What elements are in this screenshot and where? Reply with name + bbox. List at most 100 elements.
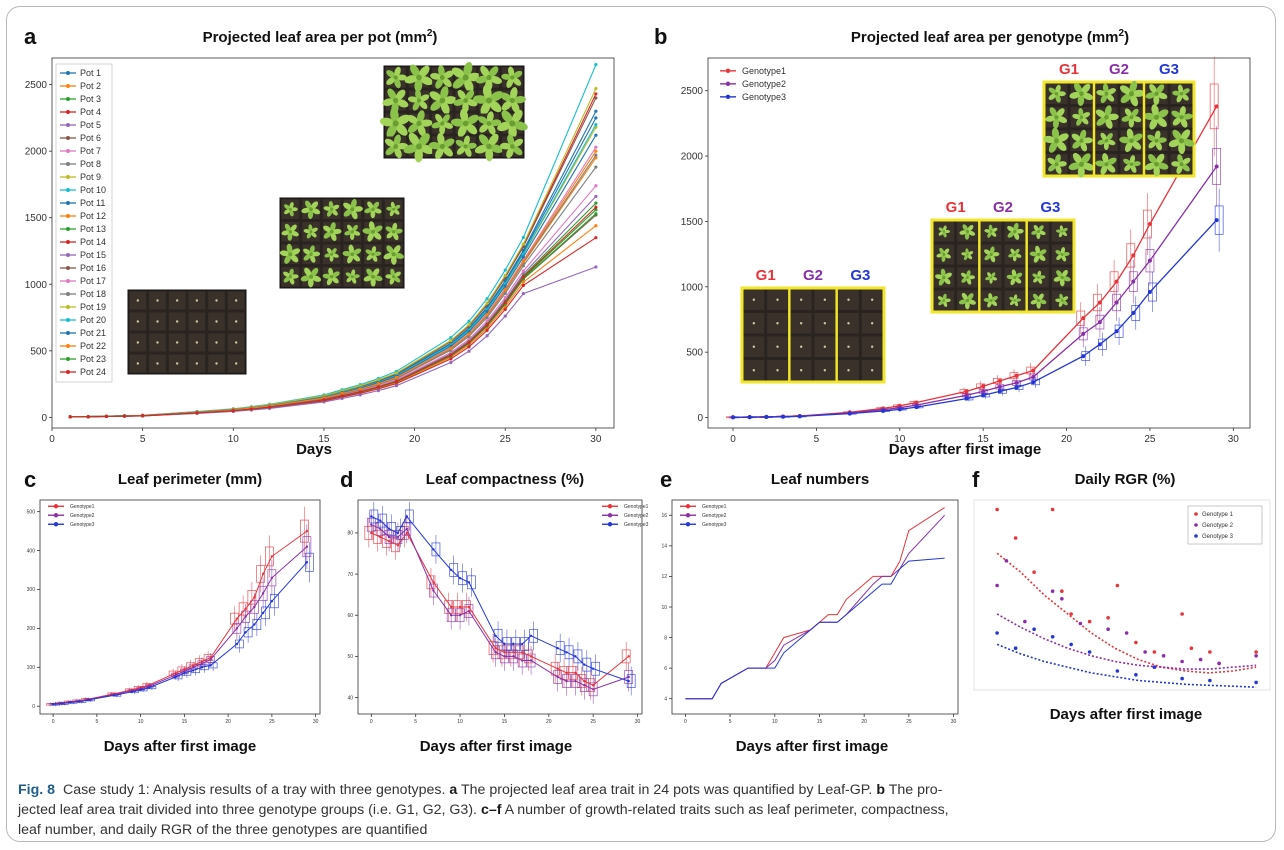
plant-leaf bbox=[414, 78, 423, 93]
data-point bbox=[387, 539, 391, 543]
box bbox=[261, 606, 270, 620]
plant-center bbox=[439, 75, 445, 80]
plant-center bbox=[1036, 298, 1041, 303]
box bbox=[1078, 327, 1088, 341]
plant-leaf bbox=[350, 232, 355, 241]
plant-leaf bbox=[389, 277, 395, 285]
y-tick-label: 2000 bbox=[25, 147, 48, 158]
box bbox=[582, 657, 592, 672]
plant-leaf bbox=[435, 113, 443, 124]
plant-leaf bbox=[938, 231, 944, 236]
plant-center bbox=[509, 120, 516, 127]
legend-label: Pot 8 bbox=[80, 159, 101, 169]
box bbox=[364, 526, 374, 540]
plant-leaf bbox=[1132, 161, 1141, 167]
caption-cf-text-2: A number of growth-related traits such a… bbox=[504, 802, 949, 818]
plant-leaf bbox=[1156, 153, 1165, 164]
seedling-dot bbox=[776, 322, 779, 325]
data-point bbox=[627, 679, 630, 683]
seedling-dot bbox=[195, 362, 199, 365]
x-tick-label: 0 bbox=[52, 719, 55, 725]
plant-leaf bbox=[512, 146, 523, 156]
data-point bbox=[432, 581, 435, 584]
scatter-point bbox=[995, 507, 999, 512]
plant-leaf bbox=[290, 248, 301, 256]
plant-leaf bbox=[431, 122, 442, 129]
caption-intro: Case study 1: Analysis results of a tray… bbox=[62, 782, 446, 798]
tray-background bbox=[930, 218, 1076, 314]
plant-leaf bbox=[1039, 230, 1046, 236]
plant-leaf bbox=[291, 274, 299, 279]
plant-leaf bbox=[983, 298, 991, 303]
legend-label: Pot 13 bbox=[80, 224, 106, 234]
plant-leaf bbox=[1100, 94, 1108, 104]
plant-leaf bbox=[396, 74, 407, 81]
caption-cf-letters: c–f bbox=[480, 802, 502, 818]
plant-center bbox=[1013, 253, 1017, 256]
plant-leaf bbox=[344, 230, 352, 236]
panel-f-label: f bbox=[972, 467, 980, 492]
plant-leaf bbox=[1172, 90, 1181, 96]
seedling-dot bbox=[136, 299, 140, 302]
legend-label: Pot 18 bbox=[80, 289, 106, 299]
plant-leaf bbox=[326, 277, 333, 286]
scatter-point bbox=[1013, 536, 1018, 540]
plant-center bbox=[329, 229, 334, 234]
legend-marker bbox=[66, 266, 70, 270]
plant-leaf bbox=[443, 122, 453, 129]
genotype-tray-label: G1 bbox=[1059, 61, 1079, 78]
scatter-point bbox=[1115, 583, 1120, 588]
plant-leaf bbox=[1056, 254, 1063, 261]
seedling-dot bbox=[847, 298, 850, 301]
plant-leaf bbox=[1039, 275, 1046, 279]
data-point bbox=[583, 683, 586, 687]
plant-leaf bbox=[1071, 133, 1081, 142]
legend-label: Pot 2 bbox=[80, 81, 101, 91]
plant-center bbox=[309, 207, 313, 212]
data-point bbox=[981, 389, 986, 394]
plant-center bbox=[1179, 91, 1184, 96]
plant-center bbox=[486, 143, 492, 150]
plant-leaf bbox=[1082, 92, 1094, 101]
data-point bbox=[139, 688, 142, 692]
panel-b-title-sup: 2 bbox=[1118, 28, 1125, 39]
pot-point bbox=[521, 235, 525, 239]
scatter-point bbox=[1106, 627, 1110, 631]
plant-center bbox=[1054, 115, 1059, 120]
plant-leaf bbox=[1151, 104, 1159, 117]
plant-leaf bbox=[322, 273, 331, 279]
legend-label: Pot 22 bbox=[80, 341, 106, 351]
seedling-dot bbox=[847, 369, 850, 372]
plant-leaf bbox=[991, 252, 1000, 257]
plant-center bbox=[1178, 138, 1185, 144]
data-point bbox=[396, 531, 400, 535]
plant-leaf bbox=[290, 254, 299, 263]
data-point bbox=[270, 576, 274, 580]
plant-center bbox=[942, 253, 946, 256]
plant-leaf bbox=[1143, 112, 1156, 120]
plant-leaf bbox=[987, 272, 992, 278]
plant-center bbox=[1013, 275, 1017, 280]
plant-leaf bbox=[944, 272, 952, 279]
seedling-dot bbox=[799, 369, 803, 372]
x-tick-label: 15 bbox=[978, 434, 990, 445]
plant-leaf bbox=[967, 251, 974, 255]
plant-leaf bbox=[474, 144, 488, 154]
pot-point bbox=[594, 96, 598, 100]
y-tick-label: 0 bbox=[32, 704, 35, 710]
box bbox=[243, 627, 253, 638]
data-point bbox=[449, 605, 453, 609]
plant-leaf bbox=[348, 244, 354, 254]
panel-a-title-sup: 2 bbox=[426, 28, 433, 39]
box bbox=[1145, 249, 1155, 273]
data-point bbox=[529, 655, 533, 658]
plant-leaf bbox=[962, 224, 968, 232]
genotype-tray-label: G2 bbox=[803, 267, 823, 284]
plant-leaf bbox=[1105, 118, 1113, 129]
plant-leaf bbox=[443, 138, 455, 148]
scatter-point bbox=[1050, 507, 1055, 512]
plant-leaf bbox=[394, 252, 404, 259]
pot-point bbox=[503, 314, 507, 318]
data-point bbox=[270, 555, 274, 558]
plant-center bbox=[309, 252, 313, 256]
